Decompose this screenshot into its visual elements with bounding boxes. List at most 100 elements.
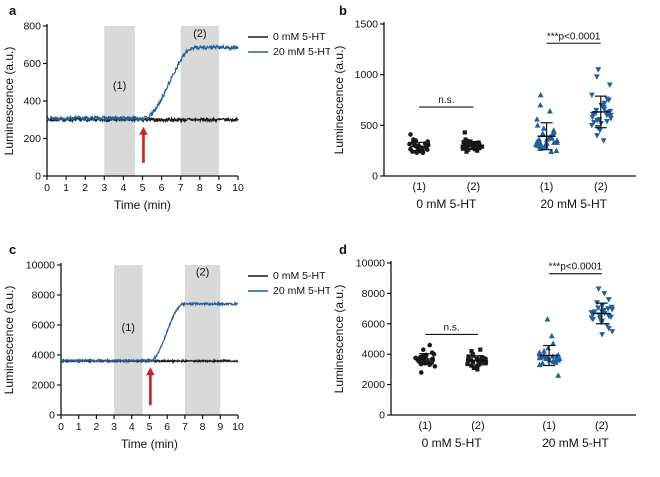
legend-label: 20 mM 5-HT [273, 285, 330, 297]
x-tick-label: 0 [58, 421, 64, 433]
x-tick-label: 9 [217, 421, 223, 433]
x-tick-label: 8 [197, 182, 203, 194]
significance-text: n.s. [444, 322, 460, 333]
y-axis-label: Luminescence (a.u.) [332, 46, 346, 155]
panel-a-chart: (1) (2) 0 200 400 600 800 Luminescence (a.u.) 0 1… [2, 21, 330, 213]
x-tick-label: 0 [44, 182, 50, 194]
x-tick-label: 3 [101, 182, 107, 194]
panel-c: c (1) (2) 0 2000 4000 6000 8000 10000 Luminescen… [0, 239, 330, 477]
trace-20-mM-5-HT [60, 300, 239, 364]
significance-annotation: n.s. [419, 95, 474, 108]
error-bar [591, 95, 610, 129]
x-tick-label: 6 [159, 182, 165, 194]
group-tick-label: (1) [412, 181, 425, 193]
panel-a-label: a [9, 3, 17, 18]
scatter-group-20-mM-5-HT-(2) [588, 67, 614, 144]
group-tick-label: (2) [594, 181, 607, 193]
x-tick-label: 4 [129, 421, 135, 433]
legend: 0 mM 5-HT 20 mM 5-HT [248, 270, 330, 297]
shaded-region [184, 265, 221, 415]
y-tick-label: 200 [23, 133, 41, 145]
y-tick-label: 600 [23, 58, 41, 70]
y-tick-label: 4000 [32, 350, 56, 362]
scatter-group-0-mM-5-HT-(1) [413, 342, 438, 375]
y-tick-label: 10000 [356, 258, 385, 270]
panel-c-label: c [9, 242, 17, 257]
axes: 0 2000 4000 6000 8000 10000 [26, 260, 238, 422]
y-tick-label: 2000 [362, 379, 386, 391]
y-tick-label: 6000 [32, 320, 56, 332]
error-bar [410, 141, 429, 152]
panel-b: b 0 500 1000 1500 Luminescence (a.u.) (1) (2) (… [330, 0, 660, 238]
x-tick-label: 10 [232, 182, 244, 194]
scatter-group-0-mM-5-HT-(2) [465, 347, 489, 372]
group-tick-label: (1) [542, 420, 555, 432]
x-tick-label: 7 [182, 421, 188, 433]
significance-text: ***p<0.0001 [547, 31, 601, 42]
panel-a: a (1) (2) 0 200 400 600 800 Luminescence (a.u.)… [0, 0, 330, 238]
panel-b-label: b [339, 3, 347, 18]
y-tick-label: 8000 [362, 288, 386, 300]
x-tick-label: 6 [164, 421, 170, 433]
legend-label: 20 mM 5-HT [273, 46, 330, 58]
region-label: (1) [113, 80, 126, 92]
significance-text: ***p<0.0001 [549, 262, 603, 273]
x-axis-label: Time (min) [121, 437, 178, 451]
x-ticks: 0 1 2 3 4 5 6 7 8 9 10 [58, 415, 244, 433]
error-bar [468, 355, 487, 366]
y-tick-label: 0 [35, 171, 41, 183]
x-tick-label: 5 [140, 182, 146, 194]
panel-d: d 0 2000 4000 6000 8000 10000 Luminescence (a.… [330, 239, 660, 477]
error-bar [592, 302, 611, 325]
panel-d-label: d [339, 242, 347, 257]
x-tick-label: 9 [216, 182, 222, 194]
group-tick-label: (2) [595, 420, 608, 432]
condition-label: 0 mM 5-HT [422, 436, 483, 450]
stimulus-arrow-icon [146, 367, 155, 406]
region-label: (2) [193, 28, 206, 40]
x-tick-label: 2 [93, 421, 99, 433]
x-tick-label: 8 [200, 421, 206, 433]
x-tick-label: 3 [111, 421, 117, 433]
panel-b-chart: 0 500 1000 1500 Luminescence (a.u.) (1) (2) (1)… [332, 19, 636, 211]
y-axis-label: Luminescence (a.u.) [2, 47, 16, 156]
panel-c-chart: (1) (2) 0 2000 4000 6000 8000 10000 Luminescence… [2, 260, 330, 452]
x-axis-label: Time (min) [114, 198, 171, 212]
group-tick-label: (2) [467, 181, 480, 193]
error-bar [416, 353, 435, 365]
scatter-group-20-mM-5-HT-(1) [536, 316, 563, 378]
x-tick-label: 7 [178, 182, 184, 194]
condition-label: 0 mM 5-HT [416, 197, 477, 211]
x-tick-label: 2 [82, 182, 88, 194]
error-bar [537, 122, 556, 151]
condition-label: 20 mM 5-HT [542, 436, 609, 450]
legend-label: 0 mM 5-HT [273, 270, 326, 282]
error-bar [464, 140, 483, 150]
x-tick-label: 5 [147, 421, 153, 433]
error-bar [540, 344, 559, 367]
y-tick-label: 6000 [362, 318, 386, 330]
y-axis-label: Luminescence (a.u.) [332, 285, 346, 394]
y-tick-label: 2000 [32, 380, 56, 392]
y-tick-label: 0 [379, 410, 385, 422]
region-label: (2) [196, 267, 209, 279]
y-tick-label: 10000 [26, 260, 55, 272]
y-tick-label: 0 [372, 171, 378, 183]
axes: 0 500 1000 1500 [355, 19, 636, 183]
significance-annotation: ***p<0.0001 [546, 31, 601, 44]
y-tick-label: 500 [360, 120, 378, 132]
significance-annotation: ***p<0.0001 [549, 262, 603, 275]
y-tick-label: 8000 [32, 290, 56, 302]
y-tick-label: 0 [49, 410, 55, 422]
y-tick-label: 1000 [355, 69, 379, 81]
significance-text: n.s. [438, 95, 454, 106]
shaded-region [114, 265, 143, 415]
x-tick-label: 10 [232, 421, 244, 433]
x-tick-label: 1 [63, 182, 69, 194]
x-tick-label: 4 [120, 182, 126, 194]
group-tick-label: (1) [540, 181, 553, 193]
condition-label: 20 mM 5-HT [540, 197, 607, 211]
stimulus-arrow-icon [139, 126, 148, 163]
shaded-regions: (1) (2) [114, 265, 221, 415]
shaded-region [104, 26, 135, 176]
